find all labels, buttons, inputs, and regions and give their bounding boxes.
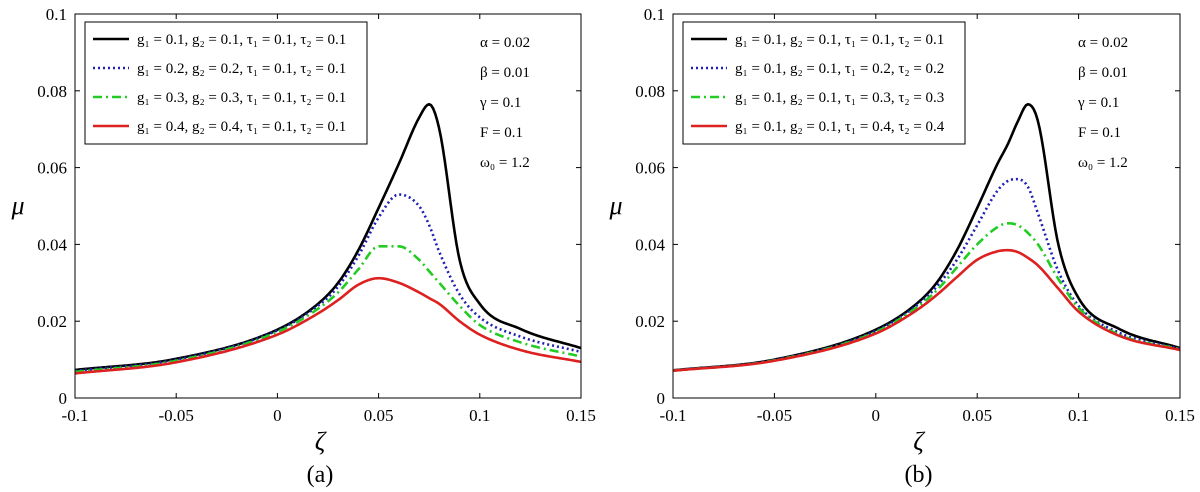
legend-label-3: g₁ = 0.3, g₂ = 0.3, τ₁ = 0.1, τ₂ = 0.1 bbox=[137, 90, 346, 106]
parameter-label: β = 0.01 bbox=[1078, 65, 1128, 81]
x-tick-label: 0 bbox=[872, 406, 881, 425]
parameter-annotations: α = 0.02 β = 0.01 γ = 0.1 F = 0.1 ω₀ = 1.2 bbox=[1077, 35, 1128, 171]
y-tick-label: 0.04 bbox=[37, 235, 67, 254]
parameter-label: γ = 0.1 bbox=[479, 95, 521, 111]
y-tick-label: 0.08 bbox=[635, 82, 665, 101]
parameter-label: β = 0.01 bbox=[480, 65, 530, 81]
x-tick-label: 0.05 bbox=[364, 406, 394, 425]
legend-label-4: g₁ = 0.1, g₂ = 0.1, τ₁ = 0.4, τ₂ = 0.4 bbox=[735, 119, 945, 135]
x-axis-label: ζ bbox=[913, 427, 925, 456]
y-tick-label: 0.02 bbox=[635, 312, 665, 331]
panel-caption: (b) bbox=[905, 462, 933, 488]
parameter-label: α = 0.02 bbox=[480, 35, 530, 51]
parameter-label: γ = 0.1 bbox=[1077, 95, 1119, 111]
x-tick-label: -0.1 bbox=[660, 406, 687, 425]
y-axis-label: μ bbox=[608, 191, 622, 220]
legend-label-4: g₁ = 0.4, g₂ = 0.4, τ₁ = 0.1, τ₂ = 0.1 bbox=[137, 119, 346, 135]
legend: g₁ = 0.1, g₂ = 0.1, τ₁ = 0.1, τ₂ = 0.1 g₁… bbox=[84, 21, 368, 145]
y-tick-label: 0 bbox=[657, 389, 666, 408]
legend-label-2: g₁ = 0.1, g₂ = 0.1, τ₁ = 0.2, τ₂ = 0.2 bbox=[735, 61, 944, 77]
plot-frame bbox=[672, 13, 1181, 399]
y-tick-label: 0.1 bbox=[46, 5, 67, 24]
series-line-4 bbox=[75, 276, 581, 375]
y-tick-label: 0.06 bbox=[37, 159, 67, 178]
parameter-label: α = 0.02 bbox=[1078, 35, 1128, 51]
y-tick-label: 0.08 bbox=[37, 82, 67, 101]
x-tick-label: 0.1 bbox=[469, 406, 490, 425]
panel-caption: (a) bbox=[307, 462, 334, 488]
x-tick-label: 0.05 bbox=[962, 406, 992, 425]
series-line-1 bbox=[75, 102, 581, 372]
series-line-2 bbox=[75, 193, 581, 373]
legend: g₁ = 0.1, g₂ = 0.1, τ₁ = 0.1, τ₂ = 0.1 g₁… bbox=[682, 21, 966, 145]
series-line-3 bbox=[75, 245, 581, 374]
y-tick-label: 0.02 bbox=[37, 312, 67, 331]
y-tick-label: 0.06 bbox=[635, 159, 665, 178]
legend-label-2: g₁ = 0.2, g₂ = 0.2, τ₁ = 0.1, τ₂ = 0.1 bbox=[137, 61, 346, 77]
parameter-label: F = 0.1 bbox=[480, 125, 523, 141]
legend-box bbox=[84, 21, 368, 145]
x-axis-label: ζ bbox=[315, 427, 327, 456]
chart-panel-a: -0.1 -0.05 0 0.05 0.1 0.15 0 0.02 0.04 0.06 0.08 0.… bbox=[10, 5, 595, 488]
x-tick-label: -0.1 bbox=[62, 406, 89, 425]
y-tick-label: 0 bbox=[59, 389, 68, 408]
chart-panel-b: -0.1 -0.05 0 0.05 0.1 0.15 0 0.02 0.04 0.06 0.08 0.… bbox=[608, 5, 1194, 488]
parameter-label: F = 0.1 bbox=[1078, 125, 1121, 141]
series-line-4 bbox=[673, 248, 1180, 373]
series-group bbox=[75, 102, 581, 375]
x-tick-label: 0.15 bbox=[566, 406, 596, 425]
x-tick-label: -0.05 bbox=[757, 406, 792, 425]
legend-label-1: g₁ = 0.1, g₂ = 0.1, τ₁ = 0.1, τ₂ = 0.1 bbox=[735, 32, 944, 48]
y-tick-label: 0.1 bbox=[644, 5, 665, 24]
y-tick-label: 0.04 bbox=[635, 235, 665, 254]
x-tick-label: 0 bbox=[273, 406, 282, 425]
y-axis-label: μ bbox=[10, 191, 24, 220]
x-tick-label: 0.1 bbox=[1068, 406, 1089, 425]
series-group bbox=[673, 102, 1180, 373]
x-tick-label: -0.05 bbox=[158, 406, 193, 425]
legend-label-3: g₁ = 0.1, g₂ = 0.1, τ₁ = 0.3, τ₂ = 0.3 bbox=[735, 90, 944, 106]
legend-label-1: g₁ = 0.1, g₂ = 0.1, τ₁ = 0.1, τ₂ = 0.1 bbox=[137, 32, 346, 48]
parameter-annotations: α = 0.02 β = 0.01 γ = 0.1 F = 0.1 ω₀ = 1.2 bbox=[479, 35, 530, 171]
x-tick-label: 0.15 bbox=[1165, 406, 1195, 425]
legend-box bbox=[682, 21, 966, 145]
parameter-label: ω₀ = 1.2 bbox=[1078, 155, 1128, 171]
plot-frame bbox=[74, 13, 582, 399]
parameter-label: ω₀ = 1.2 bbox=[480, 155, 530, 171]
